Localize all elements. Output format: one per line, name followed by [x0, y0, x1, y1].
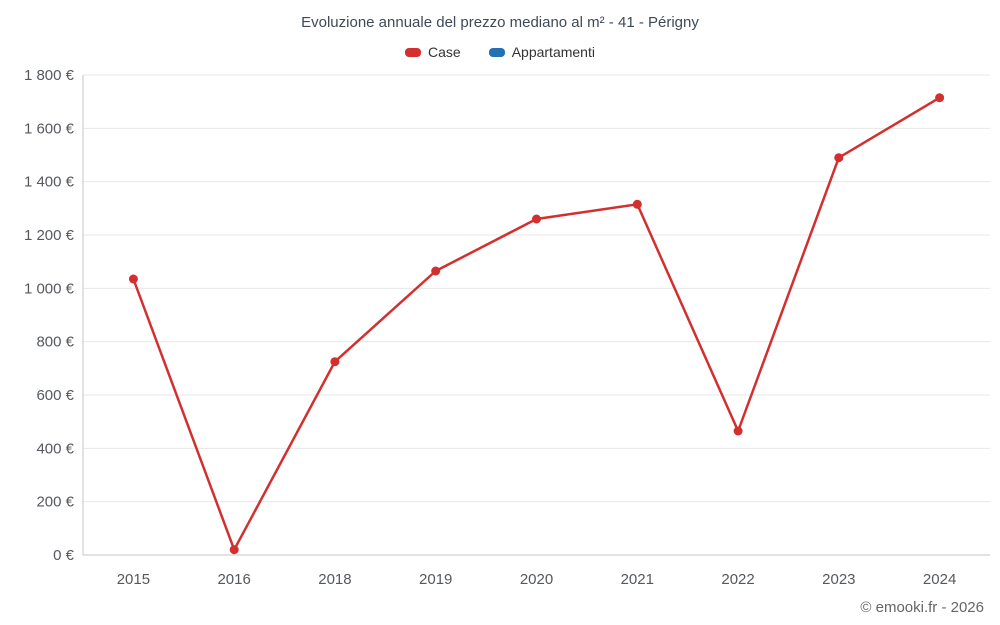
- x-axis-tick-label: 2019: [419, 571, 452, 588]
- data-point-case[interactable]: [532, 214, 541, 224]
- y-axis-tick-label: 800 €: [36, 334, 74, 351]
- y-axis-tick-label: 1 200 €: [24, 227, 75, 244]
- legend-item-case[interactable]: Case: [405, 44, 461, 60]
- y-axis-tick-label: 600 €: [36, 387, 74, 404]
- y-axis-tick-label: 200 €: [36, 494, 74, 511]
- legend-label-appartamenti: Appartamenti: [511, 44, 595, 60]
- data-point-case[interactable]: [834, 153, 844, 163]
- chart-credit: © emooki.fr - 2026: [860, 599, 984, 616]
- y-axis-tick-label: 1 600 €: [24, 120, 75, 137]
- y-axis-tick-label: 1 400 €: [24, 174, 75, 191]
- x-axis-tick-label: 2016: [217, 571, 250, 588]
- legend-swatch-case-icon: [405, 47, 422, 57]
- legend-item-appartamenti[interactable]: Appartamenti: [488, 44, 595, 60]
- legend-label-case: Case: [428, 44, 461, 60]
- data-point-case[interactable]: [632, 199, 642, 209]
- x-axis-tick-label: 2022: [721, 571, 754, 588]
- x-axis-tick-label: 2023: [822, 571, 855, 588]
- x-axis-tick-label: 2021: [621, 571, 654, 588]
- y-axis-tick-label: 0 €: [53, 547, 75, 564]
- y-axis-tick-label: 400 €: [36, 440, 74, 457]
- data-point-case[interactable]: [935, 93, 945, 103]
- chart-legend: Case Appartamenti: [0, 44, 1000, 60]
- data-point-case[interactable]: [229, 545, 239, 555]
- x-axis-tick-label: 2020: [520, 571, 553, 588]
- data-point-case[interactable]: [733, 426, 743, 436]
- y-axis-tick-label: 1 000 €: [24, 280, 75, 297]
- x-axis-tick-label: 2024: [923, 571, 956, 588]
- x-axis-tick-label: 2015: [117, 571, 150, 588]
- data-point-case[interactable]: [330, 357, 340, 367]
- data-point-case[interactable]: [431, 266, 441, 276]
- data-point-case[interactable]: [128, 274, 138, 284]
- x-axis-tick-label: 2018: [318, 571, 351, 588]
- y-axis-tick-label: 1 800 €: [24, 67, 75, 84]
- chart-title: Evoluzione annuale del prezzo mediano al…: [301, 14, 699, 31]
- legend-swatch-appartamenti-icon: [488, 47, 505, 57]
- series-line-case: [132, 96, 941, 551]
